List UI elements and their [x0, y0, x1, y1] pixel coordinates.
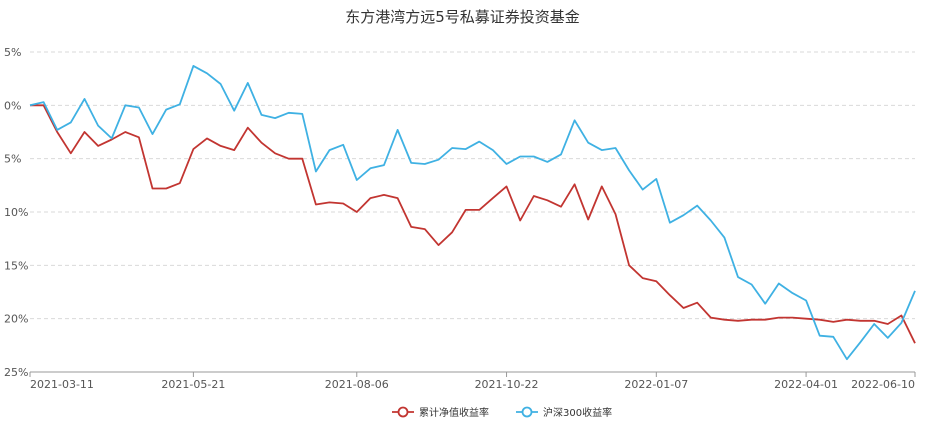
- legend-label[interactable]: 累计净值收益率: [419, 406, 489, 419]
- grid-layer: [30, 51, 915, 373]
- y-tick-label: 0%: [4, 99, 21, 112]
- y-tick-label: 25%: [4, 366, 28, 379]
- x-tick-label: 2021-05-21: [161, 378, 225, 391]
- chart-title: 东方港湾方远5号私募证券投资基金: [345, 8, 580, 26]
- series-line-1: [29, 65, 916, 361]
- y-tick-label: 15%: [4, 259, 28, 272]
- legend[interactable]: 累计净值收益率 沪深300收益率: [392, 406, 612, 419]
- series-layer: [29, 65, 916, 361]
- x-tick-label: 2022-06-10: [851, 378, 915, 391]
- x-tick-label: 2021-08-06: [325, 378, 389, 391]
- legend-swatch-marker[interactable]: [397, 406, 409, 418]
- x-axis: 2021-03-11 2021-05-21 2021-08-06 2021-10-22…: [29, 371, 916, 391]
- x-tick-label: 2021-10-22: [475, 378, 539, 391]
- legend-swatch-marker[interactable]: [521, 406, 533, 418]
- y-tick-label: 20%: [4, 313, 28, 326]
- legend-label[interactable]: 沪深300收益率: [543, 406, 612, 419]
- series-line-0: [30, 104, 916, 344]
- y-tick-label: 5%: [4, 153, 21, 166]
- x-tick-label: 2022-04-01: [774, 378, 838, 391]
- y-tick-label: 10%: [4, 206, 28, 219]
- x-tick-label: 2022-01-07: [624, 378, 688, 391]
- x-tick-label: 2021-03-11: [30, 378, 94, 391]
- y-tick-label: 5%: [4, 46, 21, 59]
- y-axis: 5% 0% 5% 10% 15% 20% 25%: [4, 46, 28, 379]
